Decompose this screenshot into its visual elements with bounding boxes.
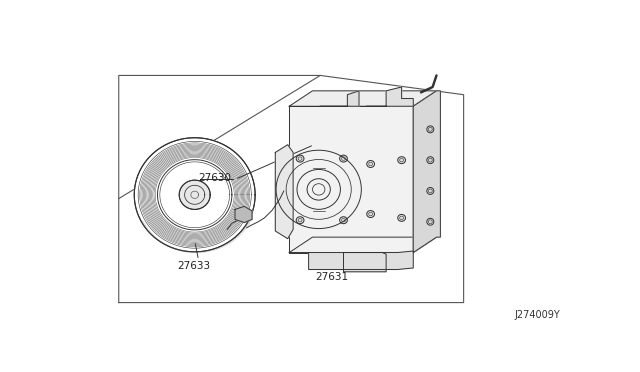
Ellipse shape — [296, 155, 304, 162]
Text: 27631: 27631 — [315, 272, 348, 282]
Ellipse shape — [340, 155, 348, 162]
Polygon shape — [308, 251, 413, 269]
Ellipse shape — [367, 211, 374, 218]
Polygon shape — [289, 91, 436, 106]
Ellipse shape — [296, 217, 304, 224]
Ellipse shape — [397, 157, 406, 164]
Polygon shape — [134, 138, 255, 252]
Ellipse shape — [397, 214, 406, 221]
Ellipse shape — [367, 161, 374, 167]
Polygon shape — [344, 253, 386, 272]
Polygon shape — [367, 87, 413, 106]
Polygon shape — [275, 145, 293, 239]
Polygon shape — [179, 180, 210, 209]
Polygon shape — [235, 206, 252, 222]
Text: J274009Y: J274009Y — [515, 310, 561, 320]
Polygon shape — [289, 106, 413, 253]
Text: 27633: 27633 — [178, 262, 211, 272]
Text: 27630: 27630 — [198, 173, 231, 183]
Polygon shape — [413, 91, 440, 253]
Polygon shape — [320, 91, 359, 106]
Polygon shape — [413, 91, 436, 253]
Polygon shape — [289, 237, 436, 253]
Ellipse shape — [340, 217, 348, 224]
